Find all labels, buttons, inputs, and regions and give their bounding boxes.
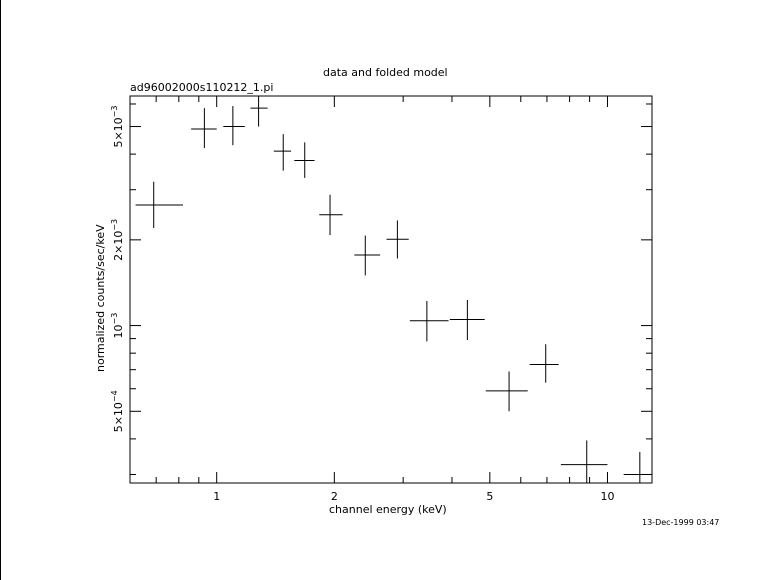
data-point (409, 300, 449, 342)
y-tick-label: 5×10−3 (110, 106, 125, 148)
x-tick-label: 10 (600, 490, 614, 503)
plot-timestamp: 13-Dec-1999 03:47 (642, 518, 720, 527)
data-point (449, 299, 485, 340)
x-tick-label: 1 (213, 490, 220, 503)
y-tick-label: 5×10−4 (110, 390, 125, 432)
x-tick-label: 5 (486, 490, 493, 503)
chart-title: data and folded model (323, 66, 448, 79)
y-tick-label: 2×10−3 (110, 219, 125, 261)
y-tick-label: 10−3 (110, 313, 125, 339)
data-point (135, 181, 184, 229)
data-point (623, 451, 652, 483)
data-point (529, 344, 559, 383)
data-point (294, 142, 315, 178)
data-point (191, 108, 217, 149)
data-point (250, 96, 268, 127)
data-point (560, 440, 608, 483)
data-point (485, 371, 528, 412)
data-point (273, 134, 292, 171)
data-point (223, 106, 245, 146)
window-left-edge (0, 0, 1, 580)
data-point (386, 220, 409, 259)
data-point (354, 235, 381, 276)
x-axis-label: channel energy (keV) (329, 503, 447, 516)
x-tick-label: 2 (331, 490, 338, 503)
plot-frame (129, 95, 653, 484)
chart-subtitle: ad96002000s110212_1.pi (130, 81, 274, 94)
y-axis-label: normalized counts/sec/keV (94, 224, 107, 372)
data-point (319, 194, 343, 235)
